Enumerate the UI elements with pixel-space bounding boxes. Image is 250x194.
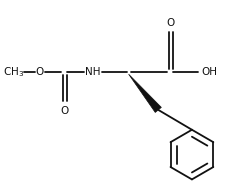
Text: $\mathsf{CH_3}$: $\mathsf{CH_3}$ — [3, 65, 24, 79]
Text: NH: NH — [85, 67, 101, 77]
Text: O: O — [166, 17, 174, 28]
Text: O: O — [36, 67, 44, 77]
Polygon shape — [128, 74, 161, 113]
Text: OH: OH — [202, 67, 218, 77]
Text: O: O — [60, 106, 68, 116]
